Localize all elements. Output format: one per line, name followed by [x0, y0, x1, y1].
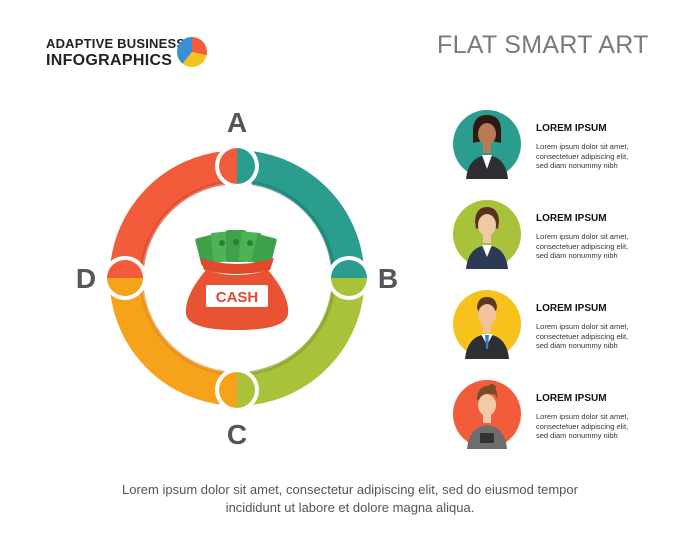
node-d [103, 256, 147, 300]
info-block: LOREM IPSUM Lorem ipsum dolor sit amet, … [536, 393, 686, 441]
info-line: Lorem ipsum dolor sit amet, [536, 322, 629, 331]
info-line: consectetuer adipiscing elit, [536, 421, 629, 431]
info-line: sed diam nonummy nibh [536, 161, 618, 170]
brand-line-2: INFOGRAPHICS [46, 52, 173, 69]
info-title: LOREM IPSUM [536, 123, 607, 134]
info-block: LOREM IPSUM Lorem ipsum dolor sit amet, … [536, 123, 686, 171]
footer-line-2: incididunt ut labore et dolore magna ali… [225, 500, 475, 515]
node-c [215, 368, 259, 412]
businesswoman-icon [453, 110, 521, 179]
info-line: consectetuer adipiscing elit, [536, 331, 629, 341]
info-block: LOREM IPSUM Lorem ipsum dolor sit amet, … [536, 303, 686, 351]
ring-segment-da-shade [140, 181, 226, 269]
ring-segment-ab [247, 151, 364, 270]
info-title: LOREM IPSUM [536, 303, 607, 314]
pie-chart-icon [177, 37, 207, 67]
label-a: A [227, 107, 247, 138]
cash-label: CASH [216, 289, 259, 306]
brand-line-1: ADAPTIVE BUSINESS [46, 36, 186, 51]
ring-segment-ab-shade [251, 181, 335, 269]
ring-segment-cd-shade [140, 289, 226, 375]
ring-segment-cd [110, 287, 228, 405]
brand-title: ADAPTIVE BUSINESS INFOGRAPHICS [46, 36, 185, 70]
node-a [215, 144, 259, 188]
label-c: C [227, 419, 247, 450]
page-title: FLAT SMART ART [437, 31, 649, 59]
info-line: sed diam nonummy nibh [536, 251, 618, 260]
info-title: LOREM IPSUM [536, 393, 607, 404]
businessman-icon [453, 290, 521, 359]
ring-segment-bc [247, 287, 364, 405]
info-block: LOREM IPSUM Lorem ipsum dolor sit amet, … [536, 213, 686, 261]
ring-segment-bc-shade [249, 289, 335, 375]
businesswoman-icon [453, 200, 521, 269]
info-line: consectetuer adipiscing elit, [536, 151, 629, 161]
info-line: Lorem ipsum dolor sit amet, [536, 142, 629, 151]
info-line: sed diam nonummy nibh [536, 431, 618, 440]
info-line: consectetuer adipiscing elit, [536, 241, 629, 251]
info-title: LOREM IPSUM [536, 213, 607, 224]
footer-line-1: Lorem ipsum dolor sit amet, consectetur … [122, 482, 578, 497]
label-d: D [76, 263, 96, 294]
info-line: Lorem ipsum dolor sit amet, [536, 412, 629, 421]
money-bag-icon [185, 230, 289, 330]
cycle-diagram: A B C D CASH [76, 107, 398, 450]
node-b [327, 256, 371, 300]
footer-text: Lorem ipsum dolor sit amet, consectetur … [90, 481, 610, 517]
ring-segment-da [110, 151, 228, 270]
businesswoman-icon [453, 380, 521, 449]
info-line: Lorem ipsum dolor sit amet, [536, 232, 629, 241]
label-b: B [378, 263, 398, 294]
info-line: sed diam nonummy nibh [536, 341, 618, 350]
